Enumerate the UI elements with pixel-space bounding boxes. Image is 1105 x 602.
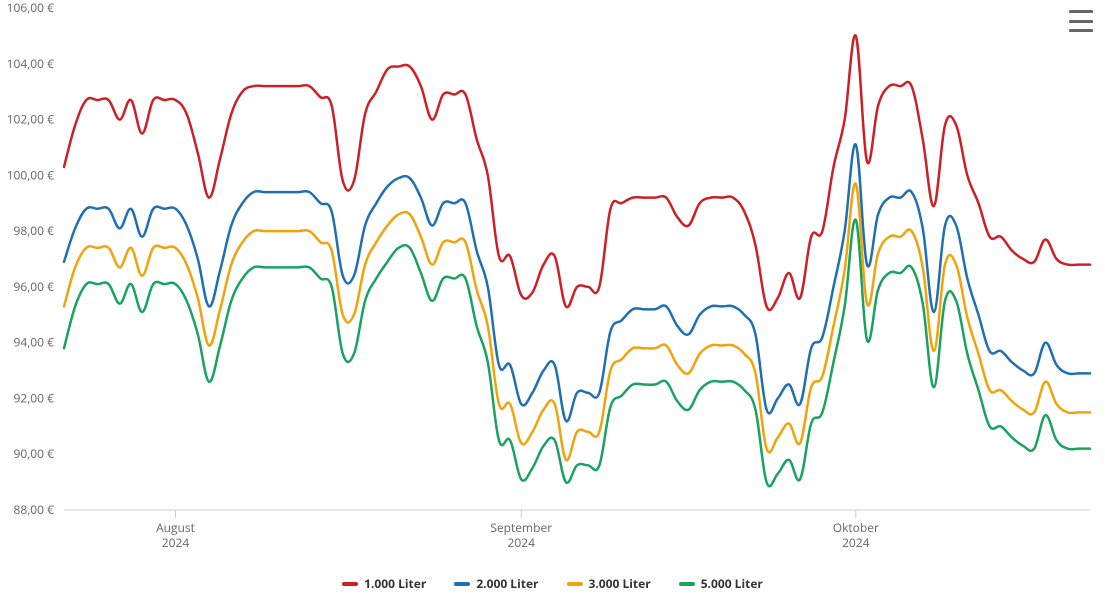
legend-swatch — [567, 582, 583, 586]
hamburger-icon — [1069, 10, 1093, 13]
y-axis-label: 92,00 € — [13, 389, 54, 406]
chart-legend: 1.000 Liter 2.000 Liter 3.000 Liter 5.000 L… — [0, 573, 1105, 593]
y-axis-label: 106,00 € — [7, 0, 55, 16]
legend-item[interactable]: 2.000 Liter — [454, 575, 538, 592]
price-line-chart: 88,00 € 90,00 € 92,00 € 94,00 € 96,00 € 98,00… — [0, 0, 1105, 602]
y-axis-label: 90,00 € — [13, 445, 54, 462]
y-axis-label: 96,00 € — [13, 278, 54, 295]
legend-label: 5.000 Liter — [701, 575, 763, 592]
y-axis-label: 98,00 € — [13, 222, 54, 239]
y-axis-label: 100,00 € — [7, 166, 55, 183]
chart-svg: 88,00 € 90,00 € 92,00 € 94,00 € 96,00 € 98,00… — [0, 0, 1105, 562]
legend-swatch — [679, 582, 695, 586]
legend-swatch — [454, 582, 470, 586]
legend-label: 3.000 Liter — [589, 575, 651, 592]
x-axis-year-label: 2024 — [508, 534, 536, 551]
series-line — [64, 220, 1090, 487]
legend-item[interactable]: 3.000 Liter — [567, 575, 651, 592]
x-axis-year-label: 2024 — [162, 534, 190, 551]
legend-item[interactable]: 5.000 Liter — [679, 575, 763, 592]
y-axis-label: 94,00 € — [13, 334, 54, 351]
x-axis-year-label: 2024 — [842, 534, 870, 551]
legend-label: 1.000 Liter — [364, 575, 426, 592]
chart-menu-button[interactable] — [1069, 8, 1093, 34]
y-axis-label: 88,00 € — [13, 501, 54, 518]
y-axis-label: 104,00 € — [7, 55, 55, 72]
legend-item[interactable]: 1.000 Liter — [342, 575, 426, 592]
series-line — [64, 183, 1090, 460]
y-axis-label: 102,00 € — [7, 111, 55, 128]
series-line — [64, 35, 1090, 310]
legend-label: 2.000 Liter — [476, 575, 538, 592]
legend-swatch — [342, 582, 358, 586]
